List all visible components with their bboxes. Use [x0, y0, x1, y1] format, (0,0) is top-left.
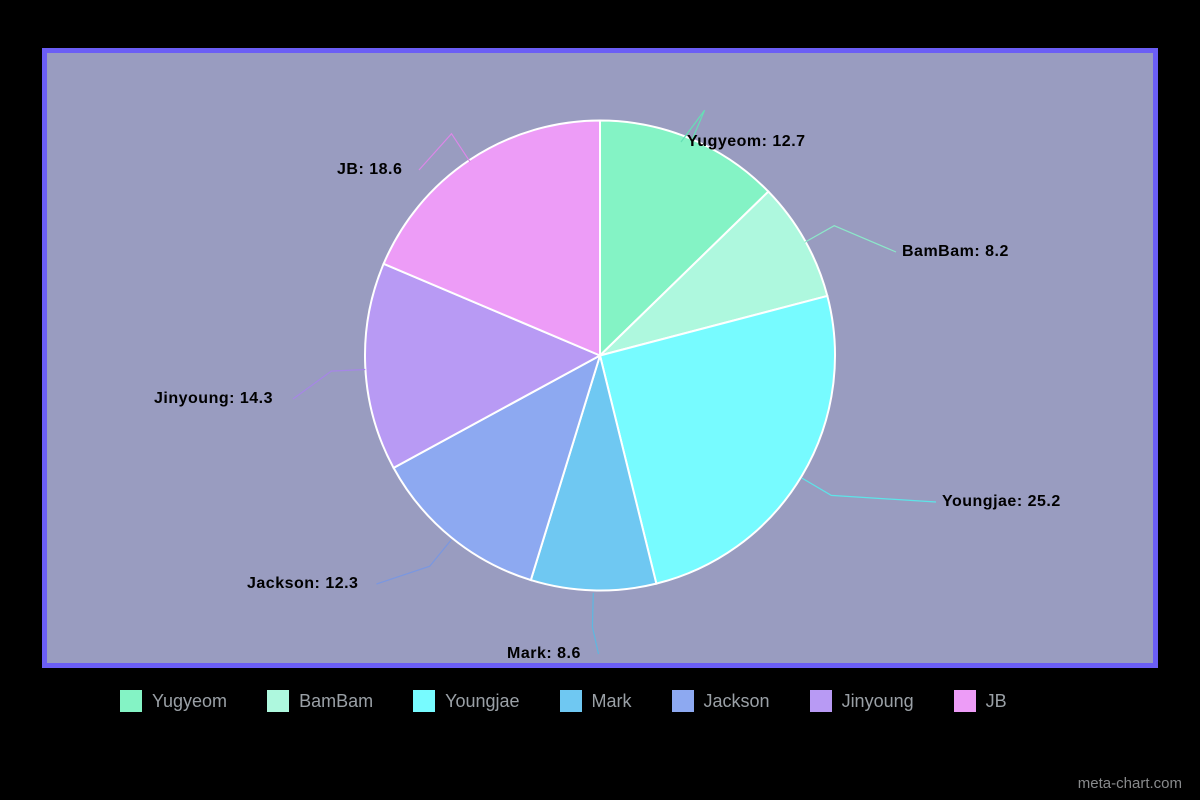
- legend-item-jinyoung[interactable]: Jinyoung: [810, 690, 914, 712]
- legend-swatch: [267, 690, 289, 712]
- legend-item-yugyeom[interactable]: Yugyeom: [120, 690, 227, 712]
- legend-label: JB: [986, 691, 1007, 712]
- legend-item-mark[interactable]: Mark: [560, 690, 632, 712]
- slice-label-bambam: BamBam: 8.2: [902, 243, 1009, 261]
- legend-item-jackson[interactable]: Jackson: [672, 690, 770, 712]
- slice-label-jinyoung: Jinyoung: 14.3: [154, 390, 273, 408]
- legend-swatch: [672, 690, 694, 712]
- legend-swatch: [810, 690, 832, 712]
- legend-swatch: [560, 690, 582, 712]
- slice-label-yugyeom: Yugyeom: 12.7: [687, 133, 806, 151]
- legend-label: Mark: [592, 691, 632, 712]
- chart-panel: Yugyeom: 12.7 BamBam: 8.2 Youngjae: 25.2 Ma…: [42, 48, 1158, 668]
- legend-swatch: [954, 690, 976, 712]
- legend-swatch: [413, 690, 435, 712]
- legend-label: Jinyoung: [842, 691, 914, 712]
- pie-chart: [320, 76, 880, 641]
- slice-label-youngjae: Youngjae: 25.2: [942, 493, 1061, 511]
- legend-item-jb[interactable]: JB: [954, 690, 1007, 712]
- legend-label: BamBam: [299, 691, 373, 712]
- watermark: meta-chart.com: [1078, 775, 1182, 792]
- legend-item-youngjae[interactable]: Youngjae: [413, 690, 519, 712]
- legend: Yugyeom BamBam Youngjae Mark Jackson Jinyoung…: [120, 690, 1120, 724]
- legend-label: Youngjae: [445, 691, 519, 712]
- legend-swatch: [120, 690, 142, 712]
- legend-label: Yugyeom: [152, 691, 227, 712]
- slice-label-mark: Mark: 8.6: [507, 645, 581, 663]
- slice-label-jb: JB: 18.6: [337, 161, 402, 179]
- legend-label: Jackson: [704, 691, 770, 712]
- slice-label-jackson: Jackson: 12.3: [247, 575, 358, 593]
- legend-item-bambam[interactable]: BamBam: [267, 690, 373, 712]
